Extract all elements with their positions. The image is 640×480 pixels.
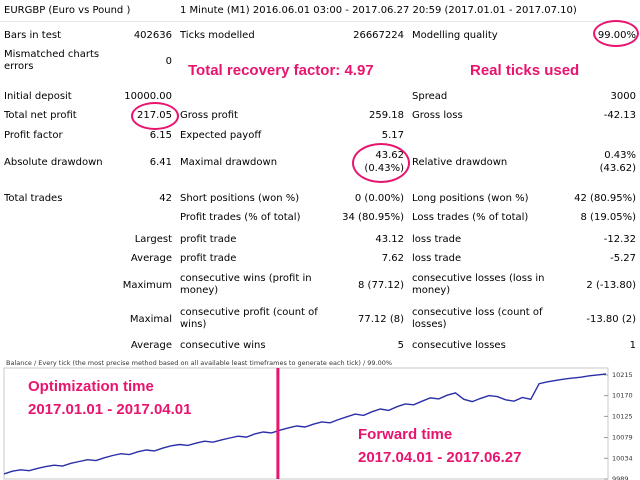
maximal-drawdown-label: Maximal drawdown (180, 157, 278, 168)
average-label: Average (130, 253, 172, 264)
gross-profit-value: 259.18 (369, 110, 404, 121)
total-net-profit-label: Total net profit (4, 110, 77, 121)
long-positions-label: Long positions (won %) (412, 193, 529, 204)
relative-drawdown-label: Relative drawdown (412, 157, 508, 168)
avg-consecutive-losses-value: 1 (629, 340, 636, 351)
forward-range: 2017.04.01 - 2017.06.27 (358, 449, 522, 466)
bars-in-test-value: 402636 (133, 30, 172, 41)
y-tick-label: 10034 (612, 454, 633, 462)
y-tick-label: 10170 (612, 392, 633, 400)
chart-plot-frame (3, 367, 609, 480)
short-positions-label: Short positions (won %) (180, 193, 300, 204)
forward-divider-line (276, 368, 280, 479)
y-tick-label: 9989 (612, 475, 629, 480)
largest-label: Largest (134, 234, 172, 245)
real-ticks-annotation: Real ticks used (470, 62, 580, 79)
long-positions-value: 42 (80.95%) (574, 193, 636, 204)
maximum-label: Maximum (122, 280, 172, 291)
max-consecutive-loss-value: -13.80 (2) (586, 314, 636, 325)
absolute-drawdown-label: Absolute drawdown (4, 157, 103, 168)
average-loss-trade-label: loss trade (412, 253, 462, 264)
chart-title: Balance / Every tick (the most precise m… (6, 359, 392, 367)
mismatched-errors-value: 0 (165, 56, 172, 67)
drawdown-highlight-oval (352, 143, 410, 183)
y-tick-label: 10079 (612, 434, 633, 442)
max-consecutive-profit-label: consecutive profit (count of wins) (180, 307, 318, 330)
gross-loss-label: Gross loss (412, 110, 463, 121)
max-consecutive-loss-label: consecutive loss (count of losses) (412, 307, 543, 330)
period-label: 1 Minute (M1) 2016.06.01 03:00 - 2017.06… (180, 5, 577, 16)
short-positions-value: 0 (0.00%) (354, 193, 404, 204)
initial-deposit-label: Initial deposit (4, 91, 72, 102)
max-consecutive-losses-label: consecutive losses (loss in money) (412, 273, 545, 296)
relative-drawdown-value: 0.43% (604, 150, 636, 161)
avg-consecutive-wins-label: consecutive wins (180, 340, 266, 351)
average-loss-trade-value: -5.27 (610, 253, 636, 264)
largest-profit-trade-value: 43.12 (375, 234, 404, 245)
loss-trades-label: Loss trades (% of total) (412, 212, 529, 223)
gross-profit-label: Gross profit (180, 110, 238, 121)
profit-factor-label: Profit factor (4, 130, 63, 141)
quality-highlight-oval (593, 20, 639, 47)
recovery-factor-annotation: Total recovery factor: 4.97 (188, 62, 374, 79)
avg-consecutive-wins-value: 5 (397, 340, 404, 351)
max-consecutive-profit-value: 77.12 (8) (358, 314, 404, 325)
y-tick-label: 10125 (612, 412, 633, 420)
average-consecutive-label: Average (130, 340, 172, 351)
expected-payoff-value: 5.17 (381, 130, 404, 141)
profit-factor-value: 6.15 (149, 130, 172, 141)
average-profit-trade-value: 7.62 (381, 253, 404, 264)
largest-loss-trade-label: loss trade (412, 234, 462, 245)
modelling-quality-label: Modelling quality (412, 30, 498, 41)
largest-profit-trade-label: profit trade (180, 234, 237, 245)
ticks-modelled-value: 26667224 (353, 30, 404, 41)
absolute-drawdown-value: 6.41 (149, 157, 172, 168)
y-tick-label: 10215 (612, 371, 633, 379)
max-consecutive-wins-label: consecutive wins (profit in money) (180, 273, 312, 296)
average-profit-trade-label: profit trade (180, 253, 237, 264)
initial-deposit-value: 10000.00 (124, 91, 172, 102)
optimization-title: Optimization time (28, 378, 154, 395)
profit-trades-value: 34 (80.95%) (342, 212, 404, 223)
net-profit-highlight-oval (131, 102, 179, 130)
balance-series-line (3, 373, 607, 475)
expected-payoff-label: Expected payoff (180, 130, 262, 141)
ticks-modelled-label: Ticks modelled (180, 30, 255, 41)
symbol-label: EURGBP (Euro vs Pound ) (4, 5, 131, 16)
optimization-range: 2017.01.01 - 2017.04.01 (28, 401, 192, 418)
max-consecutive-losses-value: 2 (-13.80) (586, 280, 636, 291)
max-consecutive-wins-value: 8 (77.12) (358, 280, 404, 291)
profit-trades-label: Profit trades (% of total) (180, 212, 301, 223)
mismatched-errors-label: Mismatched charts errors (4, 49, 100, 72)
total-trades-label: Total trades (4, 193, 63, 204)
bars-in-test-label: Bars in test (4, 30, 61, 41)
total-trades-value: 42 (159, 193, 172, 204)
largest-loss-trade-value: -12.32 (603, 234, 636, 245)
maximal-label: Maximal (129, 314, 172, 325)
spread-value: 3000 (610, 91, 636, 102)
spread-label: Spread (412, 91, 448, 102)
avg-consecutive-losses-label: consecutive losses (412, 340, 506, 351)
forward-title: Forward time (358, 426, 453, 443)
loss-trades-value: 8 (19.05%) (580, 212, 636, 223)
balance-chart: Balance / Every tick (the most precise m… (0, 357, 640, 480)
gross-loss-value: -42.13 (603, 110, 636, 121)
relative-drawdown-money: (43.62) (599, 163, 636, 174)
separator (0, 21, 640, 22)
